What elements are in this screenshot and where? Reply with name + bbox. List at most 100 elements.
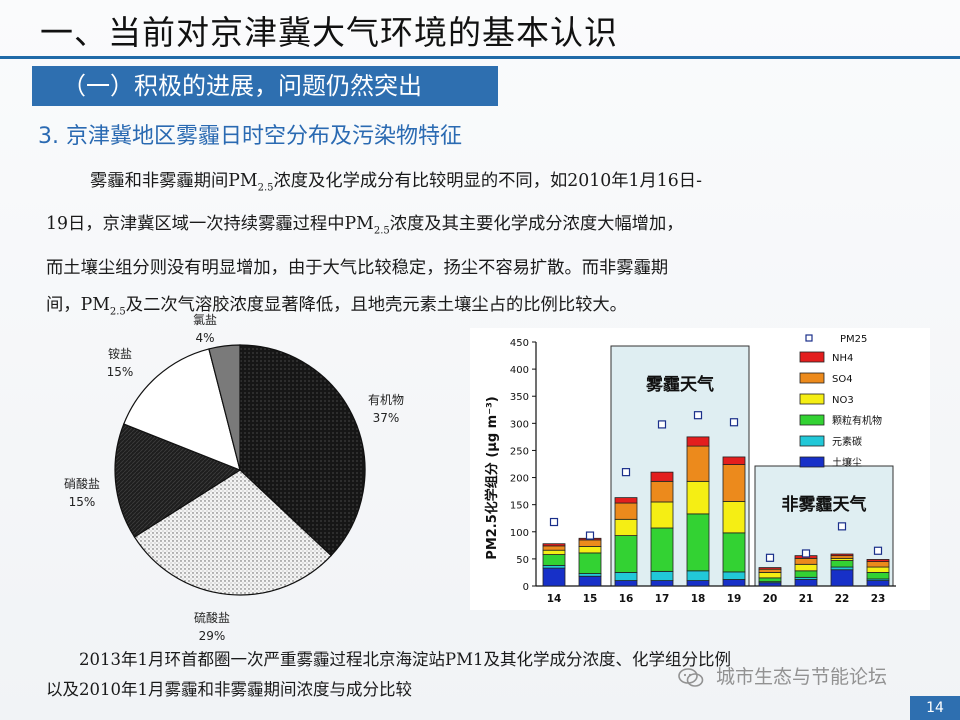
x-tick-label: 23	[871, 593, 886, 605]
y-tick-label: 400	[510, 365, 529, 376]
bar-segment	[866, 572, 890, 580]
x-tick-label: 17	[655, 593, 670, 605]
pm25-marker	[837, 522, 847, 531]
bar-segment	[722, 579, 746, 587]
bar-segment	[830, 555, 854, 559]
pie-slice-percent: 29%	[199, 629, 226, 640]
bar-segment	[686, 436, 710, 447]
pie-slice	[133, 469, 332, 596]
pm25-marker	[729, 418, 739, 427]
bar-segment	[830, 553, 854, 557]
bar-segment	[794, 579, 818, 587]
x-tick-label: 19	[727, 593, 742, 605]
y-tick-label: 200	[510, 474, 529, 485]
pie-slice-percent: 37%	[373, 411, 400, 425]
y-tick-label: 450	[510, 338, 529, 349]
bar-segment	[830, 566, 854, 571]
legend-label: SO4	[832, 374, 853, 385]
bar-segment	[650, 501, 674, 529]
bar-segment	[650, 480, 674, 503]
caption-line: 以及2010年1月雾霾和非雾霾期间浓度与成分比较	[46, 680, 412, 699]
legend-swatch	[799, 393, 825, 405]
bar-segment	[758, 577, 782, 583]
legend-label: NH4	[832, 353, 853, 364]
bar-segment	[794, 557, 818, 565]
bar-segment	[866, 559, 890, 562]
pie-chart: 有机物 37% 硫酸盐 29% 硝酸盐 15% 铵盐 15% 氯盐 4%	[64, 313, 404, 640]
x-tick-label: 20	[763, 593, 778, 605]
bar-segment	[722, 456, 746, 465]
bar-segment	[686, 480, 710, 515]
pm25-marker	[621, 468, 631, 477]
x-tick-label: 21	[799, 593, 814, 605]
pie-slice-label: 有机物	[368, 393, 404, 407]
bar-segment	[758, 582, 782, 587]
pm25-marker	[693, 411, 703, 420]
legend-label: 颗粒有机物	[832, 414, 882, 427]
legend-swatch	[799, 435, 825, 447]
legend-swatch	[799, 372, 825, 384]
pm25-marker	[549, 517, 559, 527]
legend-label: PM25	[840, 334, 867, 345]
y-tick-label: 300	[510, 419, 529, 430]
bar-segment	[614, 497, 638, 504]
y-axis-label: PM2.5化学组分 (μg m⁻³)	[484, 396, 500, 559]
pie-slice-percent: 4%	[195, 331, 214, 345]
x-axis: 14 15 16 17 18 19 20 21 22 23	[547, 593, 886, 605]
legend-label: NO3	[832, 395, 854, 406]
paragraph-line: 雾霾和非雾霾期间PM2.5浓度及化学成分有比较明显的不同，如2010年1月16日…	[90, 171, 702, 194]
bar-segment	[830, 560, 854, 568]
x-tick-label: 15	[583, 593, 598, 605]
slide-title: 一、当前对京津冀大气环境的基本认识	[40, 13, 618, 52]
x-tick-label: 18	[691, 593, 706, 605]
pie-labels: 有机物 37% 硫酸盐 29% 硝酸盐 15% 铵盐 15% 氯盐 4%	[64, 313, 404, 640]
x-tick-label: 22	[835, 593, 850, 605]
bar-segment	[758, 572, 782, 579]
bar-segment	[686, 513, 710, 572]
bar-segment	[650, 527, 674, 572]
pm25-marker	[585, 531, 595, 540]
bar-segment	[866, 561, 890, 568]
y-tick-label: 350	[510, 392, 529, 403]
bar-segment	[614, 535, 638, 573]
paragraph-line: 19日，京津冀区域一次持续雾霾过程中PM2.5浓度及其主要化学成分浓度大幅增加，	[46, 214, 684, 237]
paragraph-line: 而土壤尘组分则没有明显增加，由于大气比较稳定，扬尘不容易扩散。而非雾霾期	[46, 257, 669, 278]
pie-slice	[239, 344, 366, 557]
x-tick-label: 14	[547, 593, 562, 605]
bar-segment	[578, 546, 602, 554]
bar-segment	[758, 568, 782, 573]
bar-segment	[542, 554, 566, 566]
bar-segment	[542, 567, 566, 587]
wechat-icon	[678, 667, 704, 687]
y-tick-label: 150	[510, 501, 529, 512]
bar-segment	[722, 571, 746, 580]
y-tick-label: 50	[516, 555, 529, 566]
page-number: 14	[910, 696, 960, 720]
pie-slice	[208, 344, 241, 471]
pm25-marker	[873, 546, 883, 555]
figure-caption: 2013年1月环首都圈一次严重雾霾过程北京海淀站PM1及其化学成分浓度、化学组分…	[46, 645, 946, 705]
body-paragraph: 雾霾和非雾霾期间PM2.5浓度及化学成分有比较明显的不同，如2010年1月16日…	[46, 163, 918, 330]
bar-segment	[542, 543, 566, 547]
bar-segment	[614, 580, 638, 587]
bar-segment	[686, 580, 710, 587]
bar-segment	[578, 539, 602, 547]
bar-segment	[866, 566, 890, 573]
section-banner: （一）积极的进展，问题仍然突出	[32, 66, 498, 106]
bar-segment	[542, 545, 566, 551]
bar-segment	[686, 570, 710, 581]
y-tick-label: 250	[510, 446, 529, 457]
section-title: （一）积极的进展，问题仍然突出	[62, 72, 422, 100]
pie-slice-percent: 15%	[69, 495, 96, 509]
bar-segment	[542, 564, 566, 569]
pie-slice-label: 铵盐	[108, 346, 132, 361]
bar-segment	[614, 502, 638, 520]
pie-slice	[122, 348, 241, 471]
pie-slices	[114, 344, 366, 596]
pie-slice-percent: 15%	[107, 365, 134, 379]
bar-segment	[794, 563, 818, 572]
legend-label: 土壤尘	[832, 456, 862, 469]
